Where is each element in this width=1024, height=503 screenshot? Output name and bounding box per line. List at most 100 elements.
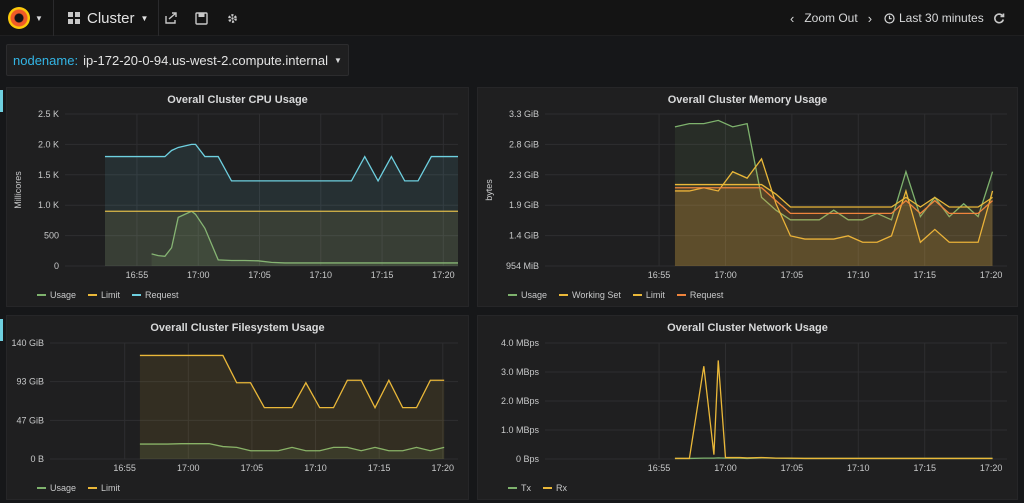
y-tick-label: 1.4 GiB bbox=[509, 231, 539, 241]
series-line-request bbox=[674, 187, 993, 215]
x-tick-label: 17:20 bbox=[980, 463, 1003, 473]
legend-label: Working Set bbox=[572, 290, 621, 300]
legend-item[interactable]: Request bbox=[676, 290, 724, 300]
legend-label: Rx bbox=[556, 483, 567, 493]
y-tick-label: 2.0 K bbox=[38, 139, 59, 149]
legend-item[interactable]: Limit bbox=[88, 290, 120, 300]
y-tick-label: 3.0 MBps bbox=[501, 367, 540, 377]
series-line-limit bbox=[674, 183, 993, 208]
legend-label: Request bbox=[145, 290, 179, 300]
legend-item[interactable]: Usage bbox=[508, 290, 547, 300]
series-area-working-set bbox=[674, 158, 993, 266]
row-collapse-handle[interactable] bbox=[0, 319, 3, 341]
legend-item[interactable]: Limit bbox=[632, 290, 665, 300]
legend-label: Usage bbox=[50, 483, 77, 493]
chevron-left-icon[interactable]: ‹ bbox=[790, 10, 795, 26]
settings-button[interactable] bbox=[226, 0, 239, 36]
legend-item[interactable]: Usage bbox=[37, 290, 76, 300]
network-usage-panel: Overall Cluster Network Usage 0 Bps 1.0 M… bbox=[477, 315, 1018, 500]
caret-down-icon: ▼ bbox=[35, 13, 43, 23]
series-line-working-set bbox=[674, 157, 994, 244]
x-tick-label: 17:10 bbox=[847, 463, 870, 473]
save-button[interactable] bbox=[195, 0, 208, 36]
grafana-menu-button[interactable]: ▼ bbox=[0, 0, 54, 36]
panel-title[interactable]: Overall Cluster Memory Usage bbox=[667, 94, 828, 106]
chart-legend: Usage Limit bbox=[37, 483, 120, 493]
x-tick-label: 16:55 bbox=[648, 463, 671, 473]
series-area-request bbox=[674, 187, 993, 266]
legend-swatch bbox=[37, 294, 46, 296]
x-tick-label: 16:55 bbox=[113, 463, 136, 473]
variable-value-dropdown[interactable]: ip-172-20-0-94.us-west-2.compute.interna… bbox=[83, 52, 329, 68]
legend-label: Usage bbox=[50, 290, 77, 300]
legend-swatch bbox=[508, 487, 517, 489]
legend-item[interactable]: Working Set bbox=[559, 290, 621, 300]
y-tick-label: 1.5 K bbox=[38, 170, 59, 180]
y-tick-label: 1.0 MBps bbox=[501, 425, 540, 435]
x-tick-label: 17:05 bbox=[781, 270, 804, 280]
template-variable-nodename[interactable]: nodename: ip-172-20-0-94.us-west-2.compu… bbox=[6, 44, 349, 76]
y-tick-label: 2.8 GiB bbox=[509, 139, 539, 149]
y-tick-label: 93 GiB bbox=[16, 377, 44, 387]
legend-label: Request bbox=[689, 290, 724, 300]
y-tick-label: 1.9 GiB bbox=[509, 200, 539, 210]
panel-title[interactable]: Overall Cluster Network Usage bbox=[667, 322, 828, 334]
y-axis-label: bytes bbox=[484, 179, 494, 201]
time-range-label: Last 30 minutes bbox=[899, 11, 984, 25]
series-area-limit bbox=[674, 184, 993, 266]
x-tick-label: 17:00 bbox=[177, 463, 200, 473]
series-line-usage bbox=[151, 210, 458, 264]
dashboard-grid-icon bbox=[68, 12, 80, 24]
legend-item[interactable]: Rx bbox=[543, 483, 567, 493]
series-area-usage bbox=[151, 211, 459, 266]
save-icon bbox=[195, 11, 208, 25]
chevron-right-icon[interactable]: › bbox=[867, 10, 873, 26]
y-tick-label: 954 MiB bbox=[506, 261, 539, 271]
time-picker[interactable]: Last 30 minutes bbox=[884, 0, 984, 36]
dashboard-title: Cluster bbox=[87, 9, 135, 27]
caret-down-icon: ▼ bbox=[140, 13, 149, 23]
panel-title[interactable]: Overall Cluster Filesystem Usage bbox=[150, 322, 325, 334]
caret-down-icon: ▼ bbox=[334, 55, 342, 65]
x-tick-label: 17:15 bbox=[368, 463, 391, 473]
y-tick-label: 2.0 MBps bbox=[501, 396, 540, 406]
x-tick-label: 17:20 bbox=[432, 463, 455, 473]
refresh-button[interactable] bbox=[993, 0, 1005, 36]
memory-usage-panel: Overall Cluster Memory Usage 954 MiB 1.4 … bbox=[477, 87, 1018, 307]
y-tick-label: 4.0 MBps bbox=[501, 338, 540, 348]
legend-swatch bbox=[676, 294, 686, 296]
y-tick-label: 2.5 K bbox=[38, 109, 59, 119]
series-area-limit bbox=[139, 355, 445, 459]
series-area-usage bbox=[139, 443, 445, 459]
legend-label: Limit bbox=[645, 290, 665, 300]
legend-swatch bbox=[508, 294, 517, 296]
gear-icon bbox=[228, 13, 237, 23]
row-collapse-handle[interactable] bbox=[0, 90, 3, 112]
legend-item[interactable]: Usage bbox=[37, 483, 76, 493]
legend-item[interactable]: Request bbox=[132, 290, 179, 300]
y-tick-label: 0 bbox=[54, 261, 59, 271]
legend-label: Limit bbox=[101, 290, 121, 300]
x-tick-label: 17:15 bbox=[913, 463, 936, 473]
y-tick-label: 47 GiB bbox=[16, 415, 44, 425]
zoom-out-button[interactable]: Zoom Out bbox=[804, 11, 858, 25]
x-tick-label: 17:00 bbox=[714, 463, 737, 473]
y-tick-label: 1.0 K bbox=[38, 200, 59, 210]
series-area-usage bbox=[674, 120, 993, 266]
legend-label: Limit bbox=[101, 483, 121, 493]
x-tick-label: 17:20 bbox=[980, 270, 1003, 280]
legend-label: Tx bbox=[521, 483, 531, 493]
legend-swatch bbox=[632, 294, 642, 296]
x-tick-label: 17:05 bbox=[248, 270, 271, 280]
series-line-request bbox=[104, 143, 458, 183]
series-line-rx bbox=[674, 360, 993, 460]
legend-item[interactable]: Limit bbox=[88, 483, 120, 493]
dashboard-picker[interactable]: Cluster ▼ bbox=[58, 0, 160, 36]
top-navbar: ▼ Cluster ▼ ‹ Zoom Out › Last 30 minutes bbox=[0, 0, 1024, 36]
panel-title[interactable]: Overall Cluster CPU Usage bbox=[167, 94, 308, 106]
legend-item[interactable]: Tx bbox=[508, 483, 531, 493]
share-button[interactable] bbox=[164, 0, 178, 36]
series-area-request bbox=[104, 144, 459, 266]
legend-swatch bbox=[88, 294, 98, 296]
network-usage-chart: 0 Bps 1.0 MBps 2.0 MBps 3.0 MBps 4.0 MBps 16:… bbox=[501, 338, 1007, 473]
